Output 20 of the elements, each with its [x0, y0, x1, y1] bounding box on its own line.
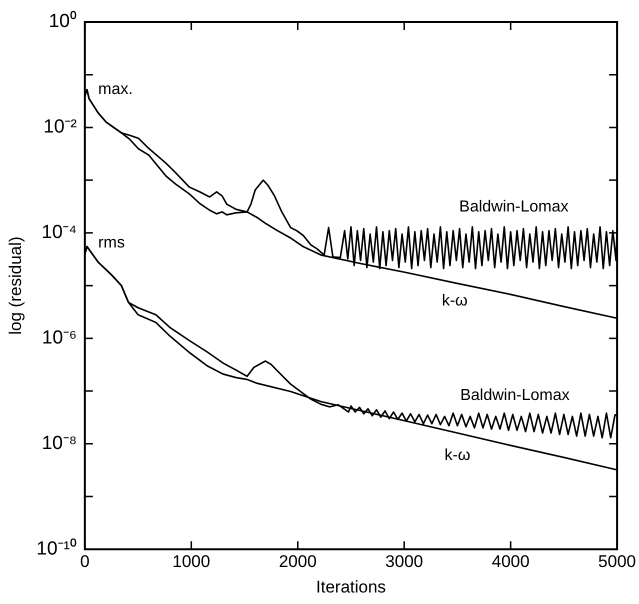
y-tick-label: 10⁻¹⁰ [36, 537, 77, 560]
annotation: k-ω [442, 292, 468, 310]
y-tick-label: 10⁻⁸ [42, 432, 77, 454]
x-tick-label: 4000 [492, 552, 530, 572]
y-tick-label: 10⁻² [43, 116, 77, 138]
x-tick-label: 2000 [278, 552, 317, 572]
x-tick-label: 0 [80, 552, 90, 572]
y-axis-title: log (residual) [6, 236, 25, 335]
x-tick-label: 1000 [172, 552, 210, 572]
annotation: rms [98, 234, 125, 252]
x-tick-label: 3000 [385, 552, 424, 572]
x-tick-label: 5000 [598, 552, 636, 572]
annotation: Baldwin-Lomax [460, 387, 570, 404]
annotation: max. [98, 80, 133, 98]
y-tick-label: 10⁰ [48, 10, 77, 32]
x-axis-title: Iterations [316, 577, 386, 596]
y-tick-label: 10⁻⁶ [42, 328, 77, 349]
annotation: k-ω [444, 446, 470, 464]
annotation: Baldwin-Lomax [459, 198, 569, 216]
y-tick-label: 10⁻⁴ [42, 222, 77, 244]
